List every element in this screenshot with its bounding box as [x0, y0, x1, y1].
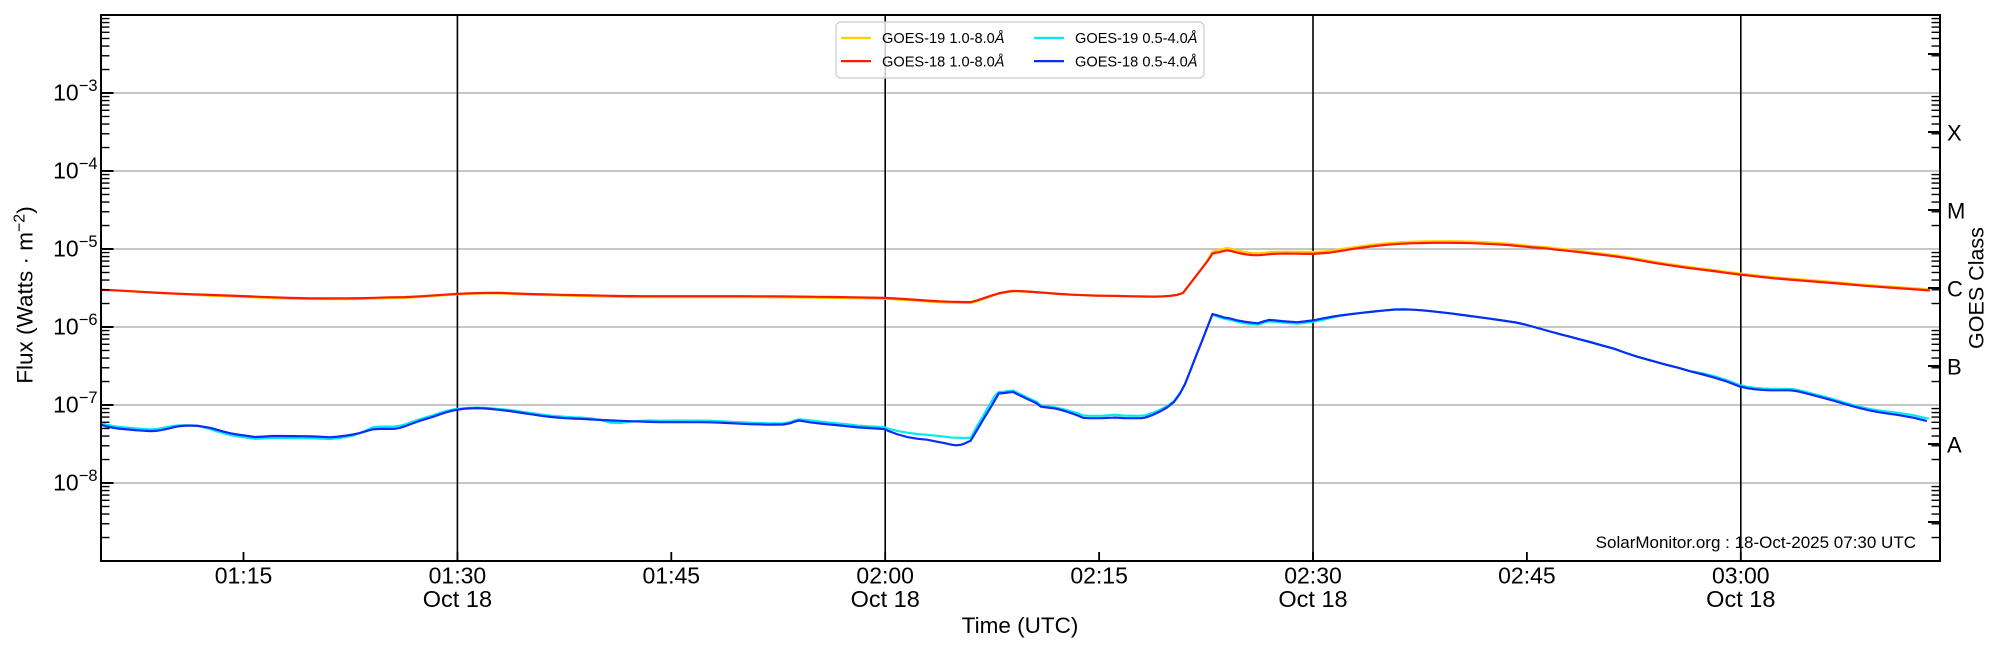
svg-text:A: A [1947, 433, 1962, 458]
svg-text:GOES-18 0.5-4.0Å: GOES-18 0.5-4.0Å [1075, 53, 1198, 70]
svg-text:03:00: 03:00 [1712, 563, 1770, 589]
svg-text:01:30: 01:30 [429, 563, 487, 589]
svg-text:10−4: 10−4 [53, 155, 97, 184]
svg-text:02:45: 02:45 [1498, 563, 1556, 589]
svg-text:M: M [1947, 199, 1965, 224]
svg-text:Oct 18: Oct 18 [1278, 586, 1347, 612]
svg-text:SolarMonitor.org : 18-Oct-2025: SolarMonitor.org : 18-Oct-2025 07:30 UTC [1596, 533, 1916, 552]
svg-text:10−6: 10−6 [53, 311, 97, 340]
svg-text:GOES-19 1.0-8.0Å: GOES-19 1.0-8.0Å [882, 30, 1005, 47]
svg-text:GOES-19 0.5-4.0Å: GOES-19 0.5-4.0Å [1075, 30, 1198, 47]
svg-text:X: X [1947, 121, 1962, 146]
svg-text:Oct 18: Oct 18 [851, 586, 920, 612]
svg-text:Flux (Watts · m−2): Flux (Watts · m−2) [12, 206, 38, 383]
svg-text:C: C [1947, 277, 1963, 302]
svg-text:B: B [1947, 355, 1962, 380]
svg-text:01:45: 01:45 [643, 563, 701, 589]
svg-text:02:30: 02:30 [1284, 563, 1342, 589]
svg-text:Oct 18: Oct 18 [423, 586, 492, 612]
svg-text:02:15: 02:15 [1070, 563, 1128, 589]
svg-text:Oct 18: Oct 18 [1706, 586, 1775, 612]
svg-text:01:15: 01:15 [215, 563, 273, 589]
svg-text:GOES Class: GOES Class [1965, 227, 1989, 349]
svg-text:Time (UTC): Time (UTC) [962, 613, 1079, 638]
svg-text:GOES-18 1.0-8.0Å: GOES-18 1.0-8.0Å [882, 53, 1005, 70]
svg-text:02:00: 02:00 [856, 563, 914, 589]
